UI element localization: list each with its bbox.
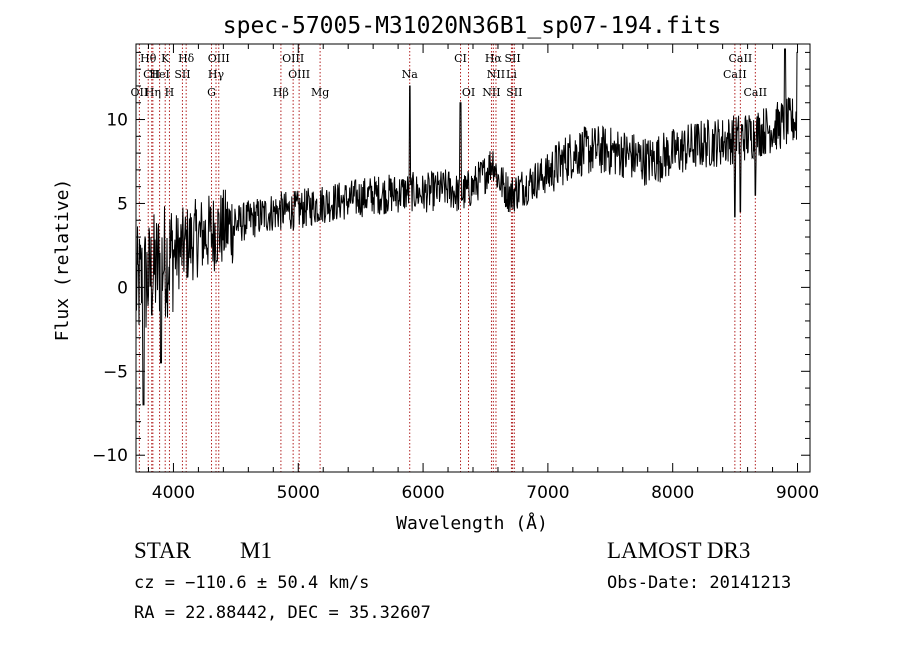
object-subclass: M1 <box>240 538 272 563</box>
spectral-line-label: OIII <box>288 68 310 81</box>
spectral-line-label: Na <box>402 68 419 81</box>
spectral-line-label: CaII <box>743 86 767 99</box>
spectral-line-label: Hα <box>485 52 503 65</box>
y-tick-label: 5 <box>117 194 128 214</box>
spectral-line-label: OIII <box>208 52 230 65</box>
x-tick-label: 8000 <box>651 483 694 503</box>
spectral-line-label: Hθ <box>140 52 157 65</box>
spectral-line-label: SII <box>174 68 190 81</box>
chart-title: spec-57005-M31020N36B1_sp07-194.fits <box>223 13 722 39</box>
spectral-line-label: G <box>207 86 216 99</box>
x-tick-label: 7000 <box>526 483 569 503</box>
spectrum-line <box>135 48 798 406</box>
coordinates: RA = 22.88442, DEC = 35.32607 <box>134 603 431 623</box>
spectral-line-label: Li <box>506 68 517 81</box>
spectral-line-label: OI <box>462 86 475 99</box>
survey-name: LAMOST DR3 <box>607 538 751 563</box>
y-tick-label: −5 <box>103 362 128 382</box>
spectral-line-label: SII <box>506 86 522 99</box>
spectral-line-label: OII <box>131 86 149 99</box>
spectral-line-label: OIII <box>282 52 304 65</box>
plot-frame <box>135 43 811 473</box>
redshift-cz: cz = −110.6 ± 50.4 km/s <box>134 573 370 593</box>
y-axis-label: Flux (relative) <box>52 179 73 342</box>
spectral-line-label: CaII <box>723 68 747 81</box>
spectral-line-label: H <box>165 86 175 99</box>
x-tick-label: 6000 <box>401 483 444 503</box>
spectral-line-label: Mg <box>311 86 329 99</box>
spectral-line-label: Hβ <box>273 86 289 99</box>
x-axis-label: Wavelength (Å) <box>396 512 548 534</box>
y-tick-label: 10 <box>106 111 128 131</box>
spectral-line-label: K <box>161 52 170 65</box>
y-tick-label: 0 <box>117 278 128 298</box>
spectral-line-label: NII <box>487 68 505 81</box>
x-tick-label: 4000 <box>152 483 195 503</box>
spectral-line-label: Hη <box>145 86 161 99</box>
spectral-line-label: CaII <box>729 52 753 65</box>
spectral-line-label: SII <box>504 52 520 65</box>
spectral-line-label: Hδ <box>178 52 195 65</box>
spectral-line-label: CII <box>143 68 160 81</box>
x-tick-label: 9000 <box>776 483 819 503</box>
spectral-line-label: CI <box>454 52 467 65</box>
spectral-line-label: HeI <box>149 68 169 81</box>
spectral-line-label: NII <box>482 86 500 99</box>
object-type: STAR <box>134 538 191 563</box>
spectral-line-label: Hγ <box>208 68 225 81</box>
y-tick-label: −10 <box>92 446 128 466</box>
observation-date: Obs-Date: 20141213 <box>607 573 792 593</box>
x-tick-label: 5000 <box>277 483 320 503</box>
